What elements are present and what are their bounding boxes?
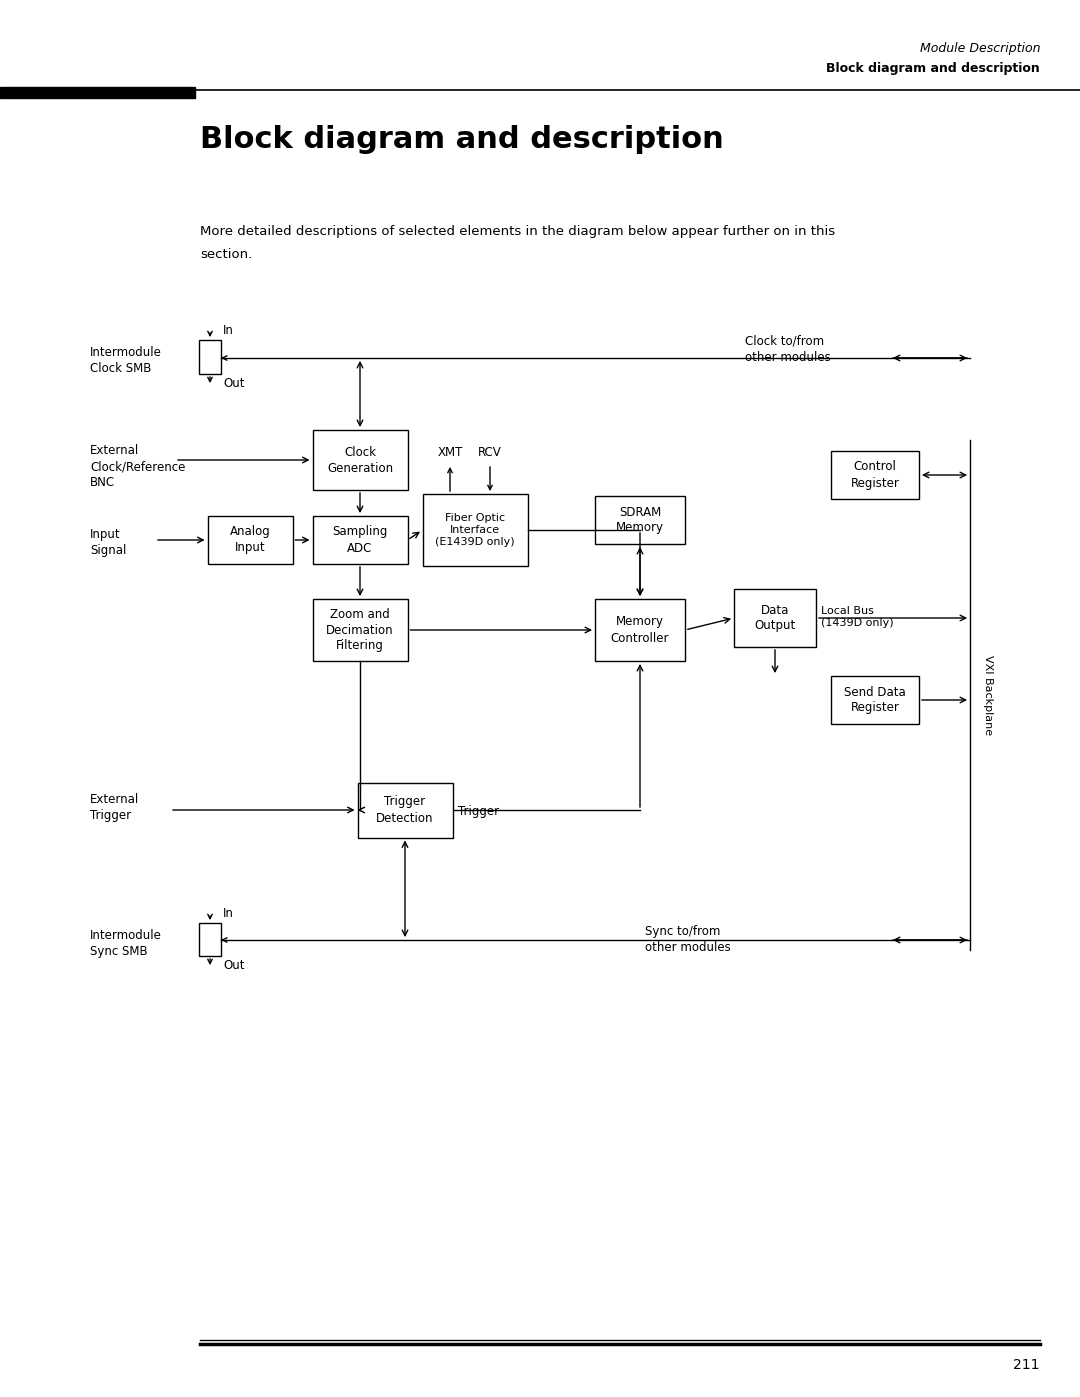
Text: Intermodule
Sync SMB: Intermodule Sync SMB — [90, 929, 162, 958]
Text: VXI Backplane: VXI Backplane — [983, 655, 993, 735]
Text: In: In — [222, 907, 234, 921]
Text: Out: Out — [222, 958, 244, 972]
Text: Clock
Generation: Clock Generation — [327, 446, 393, 475]
Text: Fiber Optic
Interface
(E1439D only): Fiber Optic Interface (E1439D only) — [435, 513, 515, 548]
Text: Trigger: Trigger — [458, 805, 499, 819]
Text: Memory
Controller: Memory Controller — [611, 616, 670, 644]
Text: XMT: XMT — [437, 446, 462, 460]
Text: More detailed descriptions of selected elements in the diagram below appear furt: More detailed descriptions of selected e… — [200, 225, 835, 237]
Text: Intermodule
Clock SMB: Intermodule Clock SMB — [90, 346, 162, 374]
Text: section.: section. — [200, 249, 253, 261]
Text: RCV: RCV — [478, 446, 502, 460]
Text: Sync to/from
other modules: Sync to/from other modules — [645, 925, 731, 954]
Bar — [207, 515, 293, 564]
Bar — [422, 495, 527, 566]
Bar — [312, 599, 407, 661]
Text: SDRAM
Memory: SDRAM Memory — [616, 506, 664, 535]
Bar — [831, 451, 919, 499]
Text: Block diagram and description: Block diagram and description — [200, 124, 724, 154]
Bar — [199, 923, 221, 956]
Bar — [357, 782, 453, 837]
Bar — [595, 599, 685, 661]
Text: Control
Register: Control Register — [851, 461, 900, 489]
Text: External
Clock/Reference
BNC: External Clock/Reference BNC — [90, 444, 186, 489]
Text: Module Description: Module Description — [919, 42, 1040, 54]
Text: Data
Output: Data Output — [754, 604, 796, 633]
Text: Sampling
ADC: Sampling ADC — [333, 525, 388, 555]
Bar — [831, 676, 919, 724]
Text: 211: 211 — [1013, 1358, 1040, 1372]
Text: Input
Signal: Input Signal — [90, 528, 126, 557]
Bar — [595, 496, 685, 543]
Bar — [199, 339, 221, 374]
Text: External
Trigger: External Trigger — [90, 793, 139, 821]
Text: Trigger
Detection: Trigger Detection — [376, 795, 434, 824]
Bar — [0, 87, 195, 98]
Text: Block diagram and description: Block diagram and description — [826, 61, 1040, 75]
Text: Local Bus
(1439D only): Local Bus (1439D only) — [821, 606, 893, 629]
Text: Analog
Input: Analog Input — [230, 525, 270, 555]
Text: Clock to/from
other modules: Clock to/from other modules — [745, 335, 831, 365]
Text: Send Data
Register: Send Data Register — [845, 686, 906, 714]
Text: In: In — [222, 324, 234, 337]
Bar — [312, 515, 407, 564]
Text: Zoom and
Decimation
Filtering: Zoom and Decimation Filtering — [326, 608, 394, 652]
Bar — [734, 590, 816, 647]
Bar — [312, 430, 407, 490]
Text: Out: Out — [222, 377, 244, 390]
